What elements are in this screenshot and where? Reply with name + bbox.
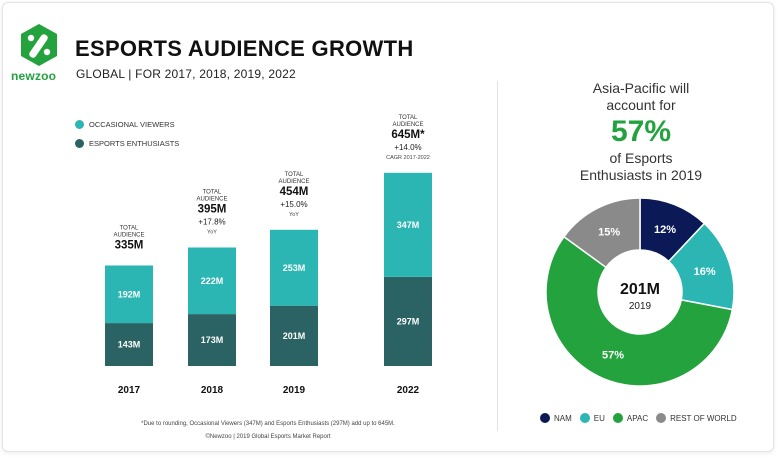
legend-swatch-enthusiasts xyxy=(75,139,84,148)
donut-legend-label-apac: APAC xyxy=(626,413,649,423)
bar-segment-enthusiasts xyxy=(105,323,153,366)
donut-slice-rest-of-world xyxy=(562,197,641,269)
logo-wordmark: newzoo xyxy=(11,69,57,83)
total-audience-value: 395M xyxy=(198,204,227,216)
callout-line-3: of Esports xyxy=(609,150,673,166)
total-audience-label: AUDIENCE xyxy=(113,233,144,239)
bar-value-label: 192M xyxy=(118,289,141,299)
donut-legend-item-apac: APAC xyxy=(612,413,649,423)
callout-line-1: Asia-Pacific will xyxy=(592,80,690,96)
bar-value-label: 347M xyxy=(397,220,420,230)
donut-legend-label-eu: EU xyxy=(593,413,605,423)
total-audience-label: AUDIENCE xyxy=(278,179,309,185)
newzoo-logo-icon xyxy=(21,24,57,66)
legend-swatch-occasional xyxy=(75,120,84,129)
legend-item-enthusiasts: ESPORTS ENTHUSIASTS xyxy=(75,139,179,148)
donut-chart: 12% 16% 57% 15% 201M 2019 xyxy=(545,197,735,387)
donut-slice-apac xyxy=(545,235,734,387)
bar-segment-enthusiasts xyxy=(188,314,236,366)
stacked-bar-chart: 143M192M2017TOTALAUDIENCE335M173M222M201… xyxy=(105,115,432,396)
legend-label-enthusiasts: ESPORTS ENTHUSIASTS xyxy=(89,139,180,148)
donut-slice-label: 12% xyxy=(654,224,676,236)
page-title: ESPORTS AUDIENCE GROWTH xyxy=(75,36,414,61)
bar-value-label: 201M xyxy=(283,331,306,341)
bar-segment-occasional xyxy=(270,229,318,306)
donut-slice-label: 16% xyxy=(694,266,716,278)
bar-value-label: 253M xyxy=(283,263,306,273)
bar-segment-occasional xyxy=(384,172,432,277)
x-tick-label: 2018 xyxy=(201,385,224,396)
growth-note-label: YoY xyxy=(289,212,299,218)
x-tick-label: 2019 xyxy=(283,385,306,396)
growth-note-label: CAGR 2017-2022 xyxy=(386,155,430,161)
legend-item-occasional: OCCASIONAL VIEWERS xyxy=(75,120,179,129)
total-audience-value: 645M* xyxy=(391,129,425,141)
legend-label-occasional: OCCASIONAL VIEWERS xyxy=(89,120,175,129)
callout-highlight: 57% xyxy=(610,115,672,148)
donut-slice-label: 57% xyxy=(602,349,624,361)
donut-legend-swatch-apac xyxy=(612,413,623,423)
donut-legend-swatch-eu xyxy=(579,413,590,423)
growth-rate-label: +15.0% xyxy=(280,200,307,209)
chart-footnote: *Due to rounding, Occasional Viewers (34… xyxy=(141,421,395,427)
apac-callout: Asia-Pacific will account for 57% of Esp… xyxy=(548,80,734,184)
callout-line-2: account for xyxy=(606,97,676,113)
x-tick-label: 2017 xyxy=(118,385,141,396)
bar-segment-enthusiasts xyxy=(270,305,318,366)
donut-legend-swatch-nam xyxy=(540,413,550,423)
infographic-card: newzoo ESPORTS AUDIENCE GROWTH GLOBAL | … xyxy=(2,2,774,452)
bar-value-label: 173M xyxy=(201,335,224,345)
donut-center-value: 201M xyxy=(620,281,660,298)
bar-segment-occasional xyxy=(188,247,236,315)
x-tick-label: 2022 xyxy=(397,385,420,396)
total-audience-label: AUDIENCE xyxy=(392,122,423,128)
bar-legend: OCCASIONAL VIEWERS ESPORTS ENTHUSIASTS xyxy=(75,120,179,158)
donut-legend-label-row: REST OF WORLD xyxy=(670,413,737,423)
chart-credit: ©Newzoo | 2019 Global Esports Market Rep… xyxy=(205,434,331,440)
bar-value-label: 143M xyxy=(118,340,141,350)
donut-center-year: 2019 xyxy=(629,301,652,312)
donut-slice-label: 15% xyxy=(598,226,620,238)
callout-line-4: Enthusiasts in 2019 xyxy=(579,167,703,183)
total-audience-label: TOTAL xyxy=(203,190,222,196)
total-audience-label: TOTAL xyxy=(120,226,139,232)
bar-segment-enthusiasts xyxy=(384,276,432,366)
donut-legend-item-nam: NAM xyxy=(540,413,572,423)
total-audience-label: TOTAL xyxy=(399,115,418,121)
bar-value-label: 297M xyxy=(397,316,420,326)
growth-rate-label: +14.0% xyxy=(394,143,421,152)
bar-segment-occasional xyxy=(105,265,153,324)
growth-note-label: YoY xyxy=(207,230,217,236)
growth-rate-label: +17.8% xyxy=(198,218,225,227)
donut-legend-item-row: REST OF WORLD xyxy=(656,413,737,423)
donut-legend-swatch-row xyxy=(656,413,667,423)
total-audience-value: 454M xyxy=(280,186,309,198)
bar-value-label: 222M xyxy=(201,276,224,286)
total-audience-label: AUDIENCE xyxy=(196,197,227,203)
panel-divider xyxy=(497,81,498,431)
newzoo-logo: newzoo xyxy=(11,23,75,83)
donut-legend-label-nam: NAM xyxy=(554,413,572,423)
total-audience-label: TOTAL xyxy=(285,172,304,178)
total-audience-value: 335M xyxy=(115,240,144,252)
page-subtitle: GLOBAL | FOR 2017, 2018, 2019, 2022 xyxy=(76,67,296,81)
donut-legend: NAM EU APAC REST OF WORLD xyxy=(540,413,745,423)
donut-legend-item-eu: EU xyxy=(579,413,605,423)
